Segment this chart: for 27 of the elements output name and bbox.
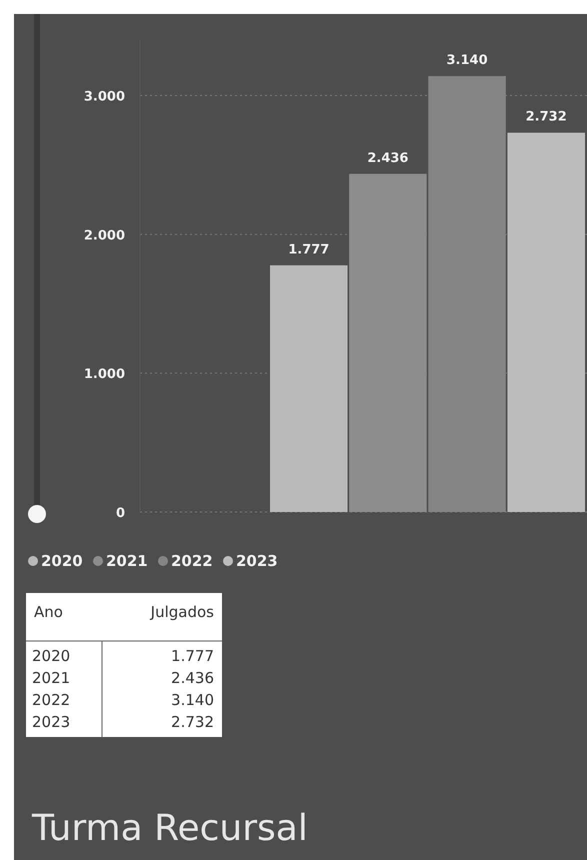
data-label: 2.732	[526, 110, 567, 125]
y-tick-label: 3.000	[84, 90, 125, 105]
text: Julgados	[150, 603, 214, 621]
data-label: 1.777	[288, 242, 330, 258]
y-tick-label: 1.000	[84, 367, 125, 382]
bar	[349, 174, 427, 512]
data-label: 2.436	[367, 150, 408, 166]
data-label: 3.140	[446, 53, 488, 68]
text: 2020	[32, 647, 70, 665]
text: 2022	[32, 691, 70, 709]
legend-label: 2023	[236, 552, 278, 570]
text: 3.140	[171, 691, 214, 709]
text: 2.436	[171, 669, 214, 687]
bar	[270, 265, 348, 512]
text: 2021	[32, 669, 70, 687]
bar	[507, 132, 585, 512]
bar	[428, 76, 506, 512]
text: Turma Recursal	[31, 808, 308, 849]
legend-label: 2022	[171, 552, 213, 570]
text: Ano	[34, 603, 63, 621]
y-tick-label: 2.000	[84, 228, 125, 244]
legend-label: 2020	[41, 552, 83, 570]
y-tick-label: 0	[116, 506, 125, 521]
text: 2.732	[171, 713, 214, 731]
text: 1.777	[171, 647, 214, 665]
text: 2023	[32, 713, 70, 731]
legend-label: 2021	[106, 552, 148, 570]
